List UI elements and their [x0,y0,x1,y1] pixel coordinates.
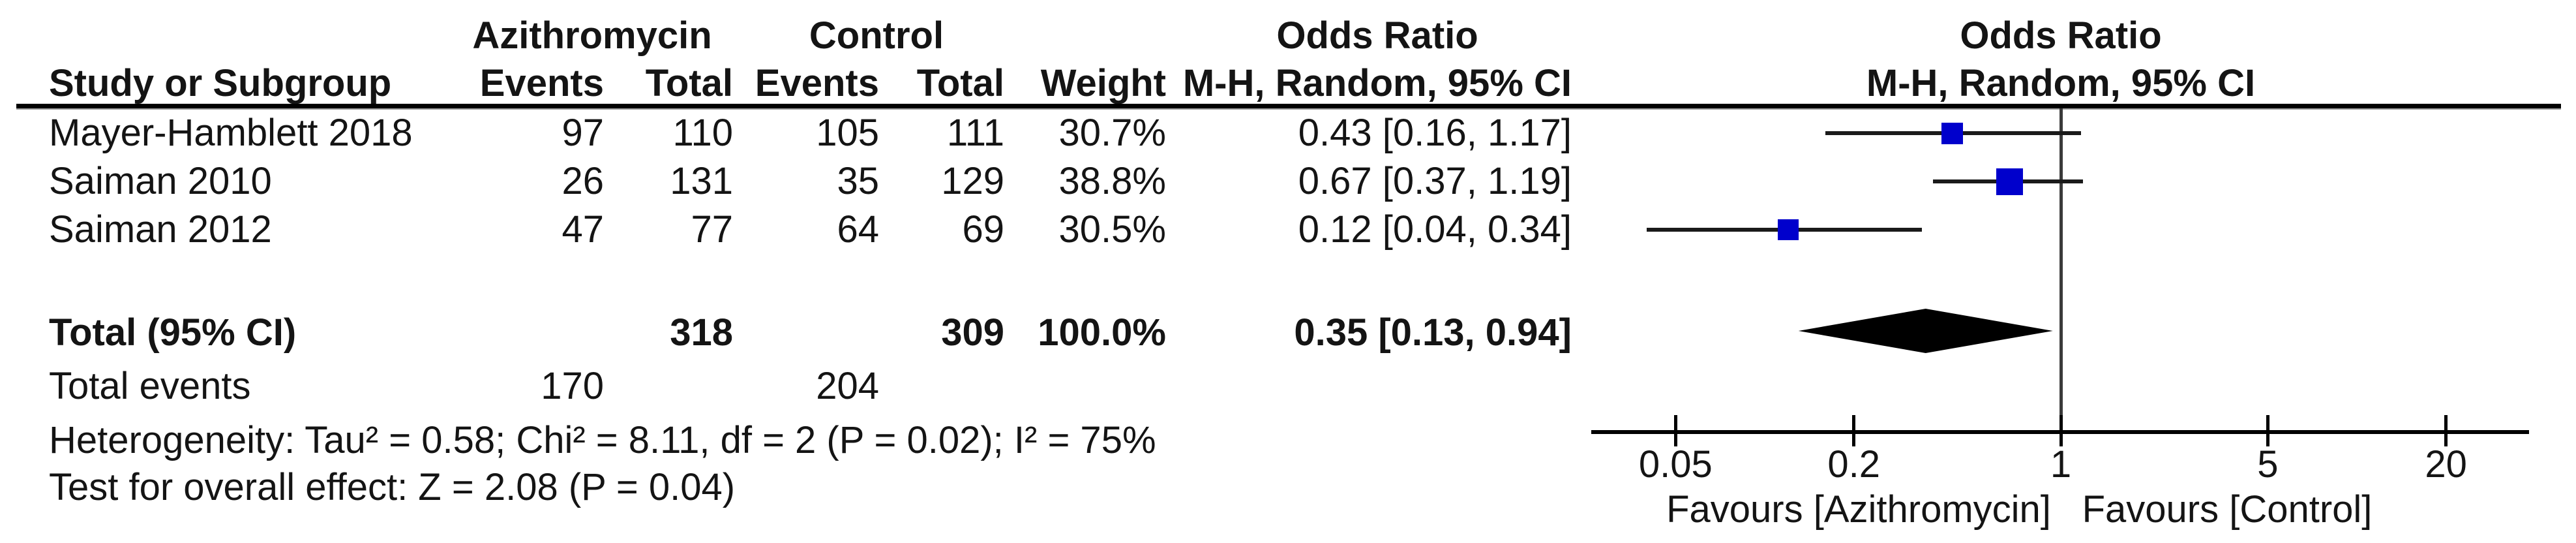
or-plot-column-title: Odds Ratio [1960,14,2162,57]
study-marker [1941,122,1964,144]
azithromycin-events: 97 [562,112,604,154]
favours-right-label: Favours [Control] [2082,488,2373,531]
total1-column-header: Total [645,62,733,104]
axis-tick-label: 5 [2257,443,2279,486]
axis-tick [2444,415,2448,446]
or-ci-text: 0.67 [0.37, 1.19] [1298,160,1572,202]
total-label: Total (95% CI) [49,311,297,354]
group2-header: Control [809,14,944,57]
events2-column-header: Events [755,62,879,104]
study-marker [1996,168,2023,195]
weight-value: 30.5% [1058,208,1166,251]
total-events-azithromycin: 170 [541,365,604,407]
control-total: 111 [946,112,1004,154]
heterogeneity-note: Heterogeneity: Tau² = 0.58; Chi² = 8.11,… [49,419,1156,461]
favours-left-label: Favours [Azithromycin] [1666,488,2051,531]
control-events: 64 [837,208,879,251]
total-events-control: 204 [816,365,879,407]
or-text-column-title: Odds Ratio [1276,14,1478,57]
control-events: 35 [837,160,879,202]
or-ci-text: 0.12 [0.04, 0.34] [1298,208,1572,251]
group1-header: Azithromycin [472,14,712,57]
or-plot-column-subheader: M-H, Random, 95% CI [1866,62,2256,104]
axis-tick-label: 1 [2050,443,2072,486]
axis-tick [1852,415,1856,446]
total-weight: 100.0% [1038,311,1166,354]
events1-column-header: Events [479,62,604,104]
weight-value: 38.8% [1058,160,1166,202]
axis-tick-label: 0.2 [1827,443,1880,486]
study-marker [1777,219,1799,240]
weight-value: 30.7% [1058,112,1166,154]
azithromycin-total: 131 [670,160,733,202]
control-total: 129 [941,160,1004,202]
control-total: 69 [962,208,1004,251]
total-control-total: 309 [941,311,1004,354]
axis-tick [2266,415,2269,446]
study-label: Saiman 2010 [49,160,272,202]
azithromycin-total: 110 [672,112,733,154]
axis-tick-label: 0.05 [1638,443,1713,486]
or-ci-text: 0.43 [0.16, 1.17] [1298,112,1572,154]
azithromycin-total: 77 [691,208,733,251]
null-effect-line [2059,108,2063,430]
azithromycin-events: 26 [562,160,604,202]
control-events: 105 [816,112,879,154]
or-text-column-subheader: M-H, Random, 95% CI [1182,62,1572,104]
weight-column-header: Weight [1040,62,1166,104]
study-column-header: Study or Subgroup [49,62,392,104]
total2-column-header: Total [916,62,1004,104]
header-divider-rule [16,104,2561,108]
total-azithromycin-total: 318 [670,311,733,354]
study-label: Saiman 2012 [49,208,272,251]
azithromycin-events: 47 [562,208,604,251]
axis-tick [2059,415,2063,446]
total-events-label: Total events [49,365,251,407]
axis-tick-label: 20 [2425,443,2467,486]
study-label: Mayer-Hamblett 2018 [49,112,413,154]
axis-tick [1673,415,1677,446]
pooled-diamond [1798,309,2053,353]
overall-effect-note: Test for overall effect: Z = 2.08 (P = 0… [49,466,736,508]
total-or-ci-text: 0.35 [0.13, 0.94] [1294,311,1572,354]
